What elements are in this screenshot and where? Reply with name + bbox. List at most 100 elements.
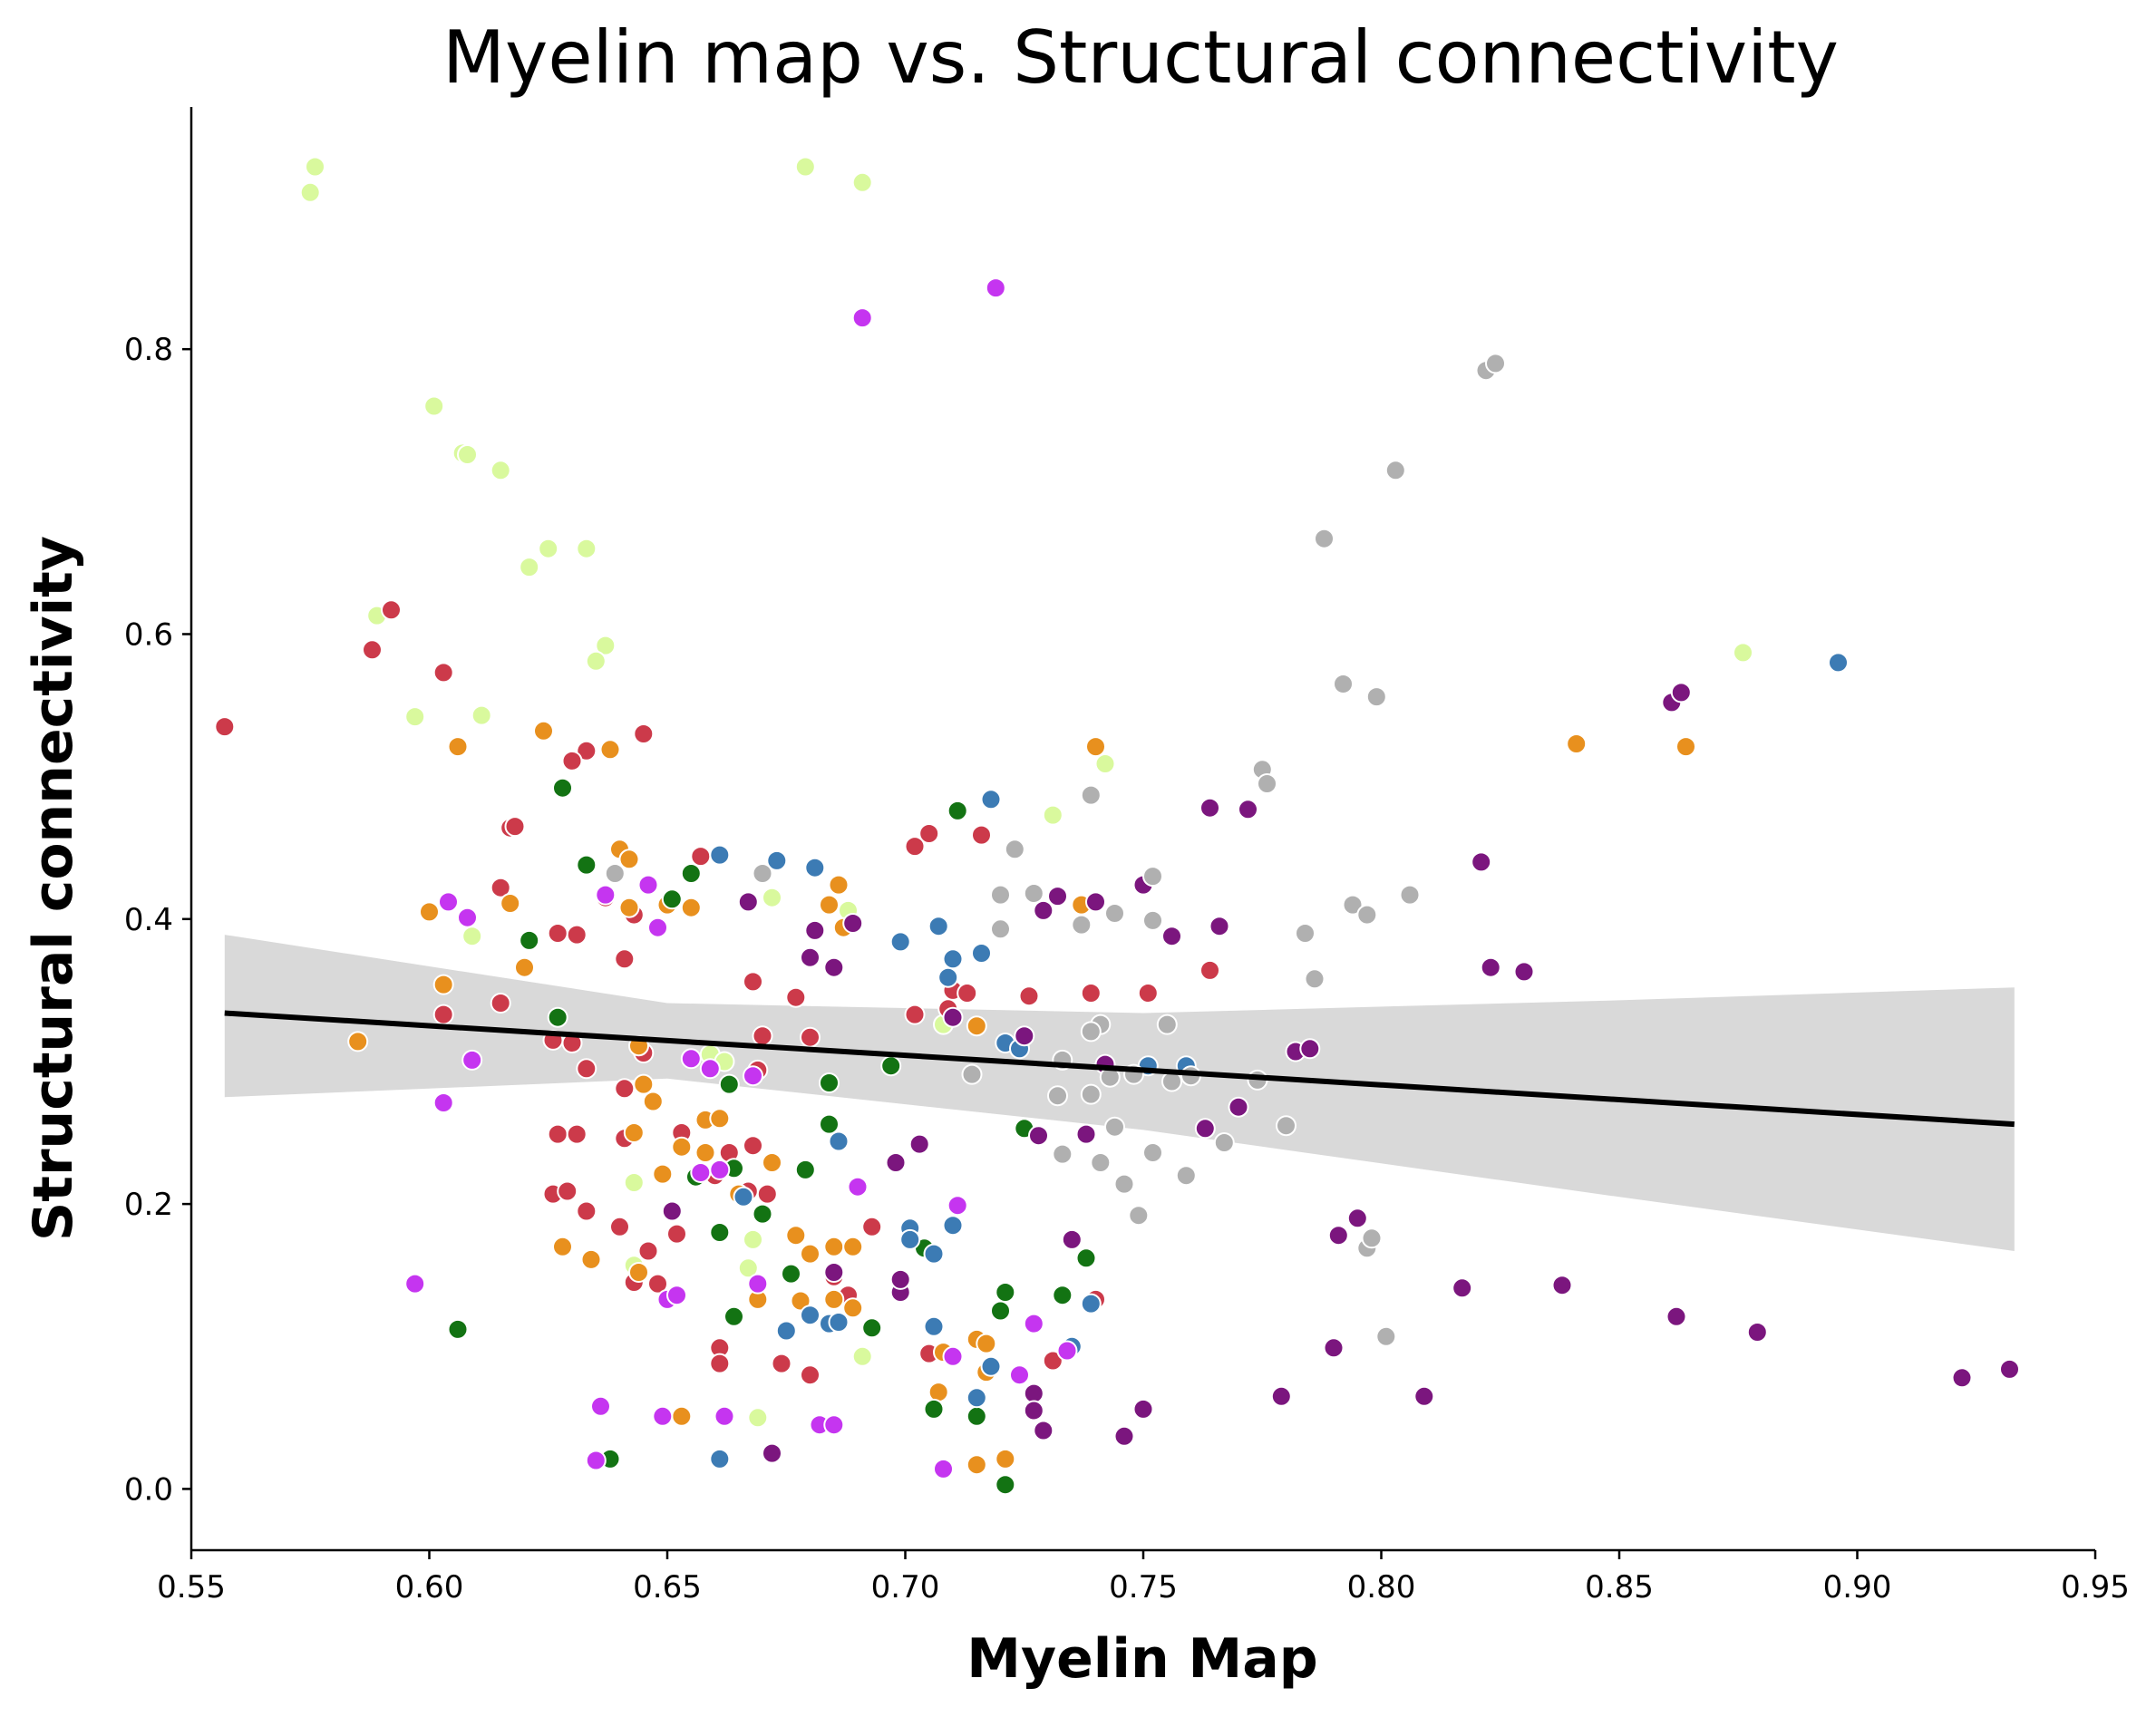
data-point-gray	[1314, 528, 1335, 549]
data-point-blue	[804, 857, 826, 878]
data-point-lightgreen	[576, 538, 597, 559]
data-point-lightgreen	[585, 650, 607, 672]
data-point-red	[557, 1180, 578, 1202]
data-point-red	[561, 750, 583, 771]
data-point-blue	[800, 1305, 821, 1326]
data-point-gray	[1361, 1227, 1383, 1249]
data-point-gray	[1142, 909, 1163, 931]
data-point-orange	[823, 1236, 845, 1257]
data-point-orange	[618, 897, 640, 918]
data-point-orange	[633, 1073, 655, 1095]
data-point-lightgreen	[743, 1228, 763, 1250]
data-point-orange	[680, 897, 702, 918]
data-point-red	[785, 986, 807, 1008]
data-point-gray	[752, 863, 773, 884]
data-point-lightgreen	[404, 706, 426, 728]
data-point-orange	[819, 894, 840, 916]
data-point-red	[547, 923, 568, 944]
data-point-gray	[1047, 1085, 1068, 1107]
data-point-purple	[1327, 1225, 1349, 1247]
data-point-purple	[1014, 1025, 1035, 1047]
data-point-green	[752, 1203, 773, 1225]
data-point-lightgreen	[762, 887, 782, 908]
x-tick-label: 0.70	[871, 1569, 940, 1605]
data-point-red	[647, 1273, 668, 1295]
data-point-green	[880, 1055, 902, 1077]
data-point-red	[432, 662, 454, 684]
data-point-blue	[733, 1186, 754, 1208]
data-point-green	[552, 777, 573, 799]
data-point-blue	[766, 849, 788, 871]
data-point-blue	[980, 789, 1002, 810]
data-point-magenta	[1056, 1340, 1078, 1362]
chart-title: Myelin map vs. Structural connectivity	[442, 15, 1839, 100]
data-point-orange	[347, 1031, 369, 1053]
data-point-green	[547, 1006, 568, 1028]
data-point-magenta	[680, 1048, 702, 1070]
data-point-purple	[823, 956, 845, 978]
data-point-red	[861, 1216, 883, 1237]
data-point-purple	[1746, 1322, 1768, 1343]
data-point-orange	[500, 893, 521, 914]
data-point-gray	[1052, 1143, 1073, 1165]
data-point-red	[800, 1364, 821, 1386]
data-point-purple	[1471, 851, 1492, 873]
x-tick-label: 0.95	[2061, 1569, 2130, 1605]
data-point-orange	[599, 739, 621, 761]
data-point-gray	[1156, 1014, 1178, 1035]
x-tick-label: 0.60	[395, 1569, 464, 1605]
data-point-blue	[709, 844, 731, 866]
data-point-magenta	[714, 1405, 735, 1427]
data-point-orange	[966, 1454, 987, 1476]
data-point-gray	[1090, 1152, 1112, 1173]
data-point-red	[1137, 983, 1159, 1004]
data-point-green	[990, 1300, 1011, 1322]
data-point-purple	[737, 891, 759, 913]
data-point-red	[490, 993, 511, 1014]
data-point-orange	[447, 736, 469, 758]
data-point-lightgreen	[737, 1257, 759, 1279]
data-point-purple	[1075, 1123, 1097, 1145]
data-point-orange	[976, 1333, 997, 1354]
data-point-orange	[966, 1015, 987, 1037]
data-point-red	[971, 824, 992, 846]
data-point-red	[576, 1200, 597, 1222]
data-point-lightgreen	[538, 538, 559, 559]
data-point-blue	[971, 943, 992, 964]
data-point-green	[995, 1474, 1016, 1496]
data-point-red	[752, 1025, 773, 1047]
data-point-red	[576, 740, 597, 761]
data-point-purple	[804, 919, 826, 941]
data-point-purple	[1033, 1420, 1054, 1441]
data-point-gray	[1399, 884, 1421, 906]
data-point-orange	[419, 901, 440, 923]
data-point-lightgreen	[1094, 753, 1116, 774]
data-point-green	[794, 1159, 816, 1180]
data-point-magenta	[709, 1159, 731, 1180]
data-point-lightgreen	[747, 1407, 769, 1429]
data-point-magenta	[438, 891, 459, 913]
data-point-orange	[823, 1288, 845, 1310]
data-point-orange	[762, 1152, 782, 1173]
data-point-magenta	[1009, 1364, 1030, 1386]
data-point-purple	[1452, 1277, 1473, 1299]
data-point-orange	[1675, 736, 1696, 758]
data-point-gray	[1175, 1165, 1197, 1187]
data-point-green	[781, 1263, 801, 1285]
data-point-red	[690, 846, 712, 868]
data-point-purple	[1480, 956, 1501, 978]
data-point-orange	[790, 1290, 811, 1312]
data-point-blue	[942, 948, 964, 970]
data-point-blue	[966, 1387, 987, 1409]
data-point-red	[771, 1353, 792, 1374]
data-point-green	[923, 1398, 945, 1420]
confidence-band-layer	[224, 935, 2015, 1251]
data-point-magenta	[590, 1395, 611, 1417]
x-tick-label: 0.75	[1109, 1569, 1178, 1605]
data-point-gray	[1295, 923, 1316, 944]
data-point-orange	[432, 974, 454, 995]
data-point-red	[666, 1223, 687, 1245]
y-tick-label: 0.2	[124, 1187, 173, 1223]
